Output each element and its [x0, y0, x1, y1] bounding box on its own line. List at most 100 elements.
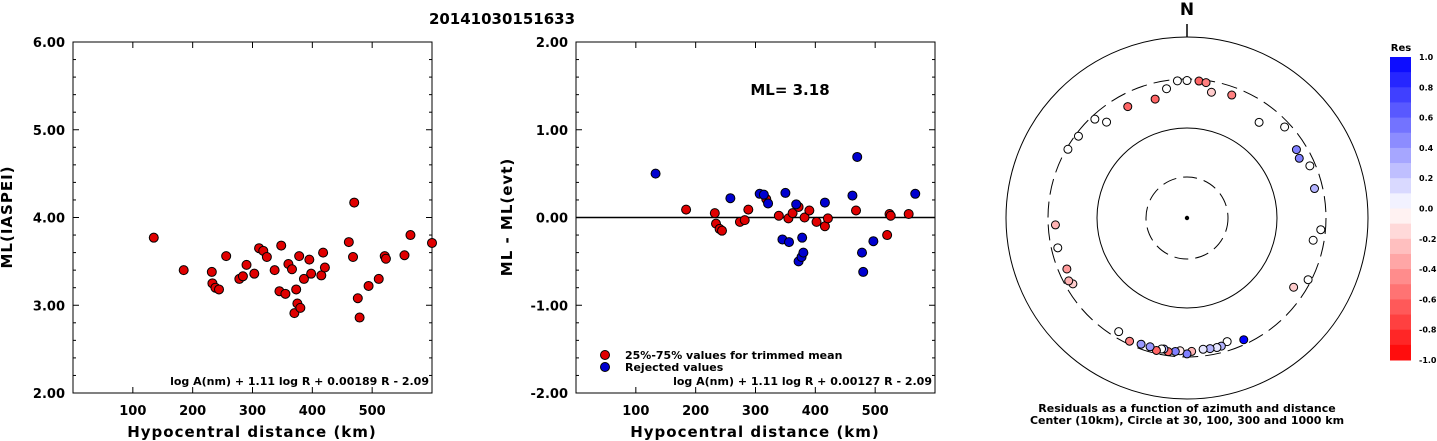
- ml-panel: 2.00 3.00 4.00 5.00 6.00 100 200 300 400 500 log…: [0, 36, 437, 441]
- azimuth-caption-line2: Center (10km), Circle at 30, 100, 300 an…: [1030, 414, 1344, 427]
- azimuth-station-point: [1090, 114, 1100, 124]
- ml-data-point-s0: [354, 312, 365, 323]
- azimuth-station-point: [1063, 144, 1073, 154]
- azimuth-station-point: [1206, 87, 1216, 97]
- legend-marker-trimmed: [600, 350, 610, 360]
- colorbar-swatches: [1390, 57, 1411, 361]
- ml-y-tick-label: 2.00: [33, 387, 65, 402]
- residual-data-point-s1: [857, 247, 868, 258]
- residual-data-point-s0: [787, 208, 798, 219]
- azimuth-station-point: [1125, 336, 1135, 346]
- residual-data-point-s0: [681, 204, 692, 215]
- ml-data-point-s0: [276, 240, 287, 251]
- colorbar-tick-label: -0.2: [1419, 235, 1437, 244]
- colorbar-swatch: [1390, 269, 1411, 285]
- residual-y-tick-label: -1.00: [531, 299, 568, 314]
- ml-data-point-s0: [280, 288, 291, 299]
- north-label: N: [1180, 0, 1194, 20]
- colorbar-swatch: [1390, 314, 1411, 331]
- azimuth-station-point: [1239, 335, 1249, 345]
- residual-data-point-s1: [650, 168, 661, 179]
- azimuth-station-point: [1073, 131, 1083, 141]
- ml-y-tick-label: 4.00: [33, 212, 65, 227]
- colorbar-swatch: [1390, 178, 1411, 194]
- colorbar-swatch: [1390, 253, 1411, 270]
- ml-x-tick-label: 400: [299, 404, 326, 419]
- ml-data-point-s0: [249, 268, 260, 279]
- colorbar-swatch: [1390, 299, 1411, 316]
- residual-legend: 25%-75% values for trimmed mean Rejected…: [600, 349, 842, 374]
- colorbar-swatch: [1390, 117, 1411, 134]
- colorbar-tick-label: -0.6: [1419, 295, 1437, 304]
- ml-data-point-s0: [343, 237, 354, 248]
- residual-data-point-s1: [819, 197, 830, 208]
- azimuth-station-point: [1227, 90, 1237, 100]
- ml-x-axis-label: Hypocentral distance (km): [127, 423, 377, 441]
- ring-30km: [1145, 176, 1229, 260]
- ml-plot-frame: [72, 41, 433, 394]
- residual-data-point-s0: [811, 216, 822, 227]
- residual-data-point-s1: [868, 236, 879, 247]
- legend-marker-rejected: [600, 362, 610, 372]
- azimuth-station-point: [1291, 145, 1301, 155]
- ml-x-tick-label: 200: [179, 404, 206, 419]
- ml-data-point-s0: [399, 250, 410, 261]
- residual-y-tick-label: 1.00: [536, 124, 568, 139]
- figure-title: 20141030151633: [429, 10, 575, 28]
- ml-data-point-s0: [349, 197, 360, 208]
- ml-data-point-s0: [241, 259, 252, 270]
- ml-data-point-s0: [213, 284, 224, 295]
- residual-data-point-s0: [851, 205, 862, 216]
- residual-data-point-s1: [847, 190, 858, 201]
- residual-data-point-s0: [903, 208, 914, 219]
- ml-y-ticks: 2.00 3.00 4.00 5.00 6.00: [33, 36, 432, 402]
- residual-x-ticks: 100 200 300 400 500: [622, 42, 889, 419]
- residual-points: [650, 151, 921, 277]
- ml-data-point-s0: [427, 237, 437, 248]
- ml-data-point-s0: [295, 302, 306, 313]
- residual-y-tick-label: 0.00: [536, 212, 568, 227]
- ml-data-point-s0: [373, 273, 384, 284]
- ml-data-point-s0: [294, 251, 305, 262]
- colorbar-swatch: [1390, 87, 1411, 103]
- colorbar-tick-label: 0.6: [1419, 114, 1434, 123]
- azimuth-station-point: [1316, 225, 1326, 235]
- colorbar-swatch: [1390, 223, 1411, 240]
- colorbar-tick-label: -1.0: [1419, 356, 1437, 365]
- colorbar-swatch: [1390, 163, 1411, 179]
- azimuth-points: [1050, 76, 1326, 359]
- colorbar-swatch: [1390, 344, 1411, 361]
- azimuth-station-point: [1123, 102, 1133, 112]
- residual-x-tick-label: 300: [742, 404, 769, 419]
- residual-y-ticks: -2.00 -1.00 0.00 1.00 2.00: [531, 36, 935, 402]
- residual-panel: -2.00 -1.00 0.00 1.00 2.00 100 200 300 400 500 M…: [498, 36, 936, 441]
- residual-y-tick-label: 2.00: [536, 36, 568, 51]
- residual-data-point-s0: [804, 205, 815, 216]
- azimuth-station-point: [1305, 161, 1315, 171]
- colorbar-swatch: [1390, 147, 1411, 164]
- ml-data-point-s0: [178, 265, 189, 276]
- colorbar-swatch: [1390, 238, 1411, 255]
- ml-formula: log A(nm) + 1.11 log R + 0.00189 R - 2.0…: [170, 375, 429, 388]
- residual-data-point-s1: [725, 193, 736, 204]
- residual-data-point-s0: [709, 208, 720, 219]
- azimuth-station-point: [1114, 327, 1124, 337]
- legend-label-trimmed: 25%-75% values for trimmed mean: [625, 349, 842, 362]
- ml-x-tick-label: 100: [119, 404, 146, 419]
- ml-data-point-s0: [221, 251, 232, 262]
- ml-data-point-s0: [304, 254, 315, 265]
- azimuth-caption-line1: Residuals as a function of azimuth and d…: [1038, 402, 1335, 415]
- residual-data-point-s1: [763, 198, 774, 209]
- residual-data-point-s1: [758, 189, 769, 200]
- residual-data-point-s0: [739, 215, 750, 226]
- colorbar-swatch: [1390, 284, 1411, 300]
- residual-data-point-s0: [882, 230, 893, 241]
- ml-data-point-s0: [237, 271, 248, 282]
- epicenter-marker: [1184, 215, 1190, 221]
- residual-data-point-s1: [797, 232, 808, 243]
- colorbar-title: Res: [1391, 43, 1411, 54]
- residual-x-axis-label: Hypocentral distance (km): [630, 423, 880, 441]
- residual-data-point-s1: [910, 188, 921, 199]
- residual-data-point-s1: [784, 237, 795, 248]
- azimuth-station-point: [1201, 78, 1211, 88]
